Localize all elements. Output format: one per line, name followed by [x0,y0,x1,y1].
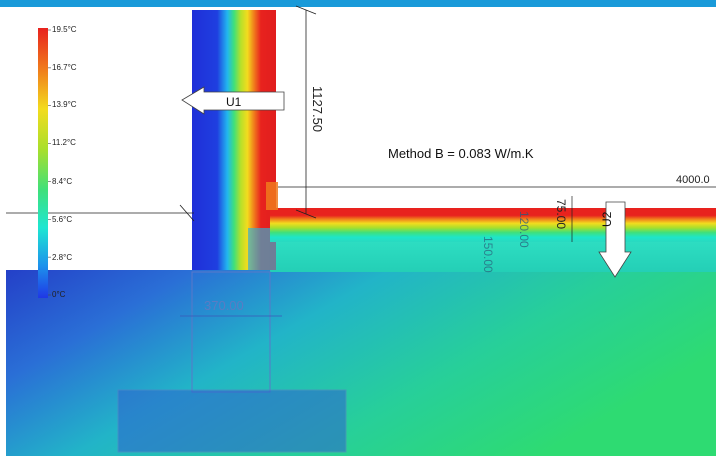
floor-slab [270,208,716,242]
legend-label-13-9: 13.9°C [52,100,77,109]
dim-120-label: 120.00 [517,211,531,248]
legend-label-0: 0°C [52,290,66,299]
legend-label-5-6: 5.6°C [52,215,73,224]
legend-label-19-5: 19.5°C [52,25,77,34]
legend-bar [38,28,48,298]
legend-label-16-7: 16.7°C [52,63,77,72]
dim-height-tick-bottom [295,209,317,219]
ground-region [6,270,716,456]
u1-label: U1 [226,95,242,109]
wall [192,10,276,270]
dim-height-tick-top [295,5,317,15]
dim-height-label: 1127.50 [310,86,325,132]
legend-label-8-4: 8.4°C [52,177,73,186]
u2-label: U2 [600,211,614,227]
legend-label-2-8: 2.8°C [52,253,73,262]
top-bar [0,0,716,7]
footing [117,389,347,453]
dim-floor-label: 4000.0 [676,174,710,186]
u2-arrow [598,201,632,278]
u1-arrow [181,86,285,115]
method-label: Method B = 0.083 W/m.K [388,146,534,161]
dim-wall-label: 370.00 [204,298,244,313]
dim-150-label: 150.00 [481,236,495,273]
legend-label-11-2: 11.2°C [52,138,76,147]
reference-tick [179,204,195,222]
slab-edge [266,182,278,210]
legend-ticks [48,29,51,296]
dim-75-label: 75.00 [554,199,568,229]
